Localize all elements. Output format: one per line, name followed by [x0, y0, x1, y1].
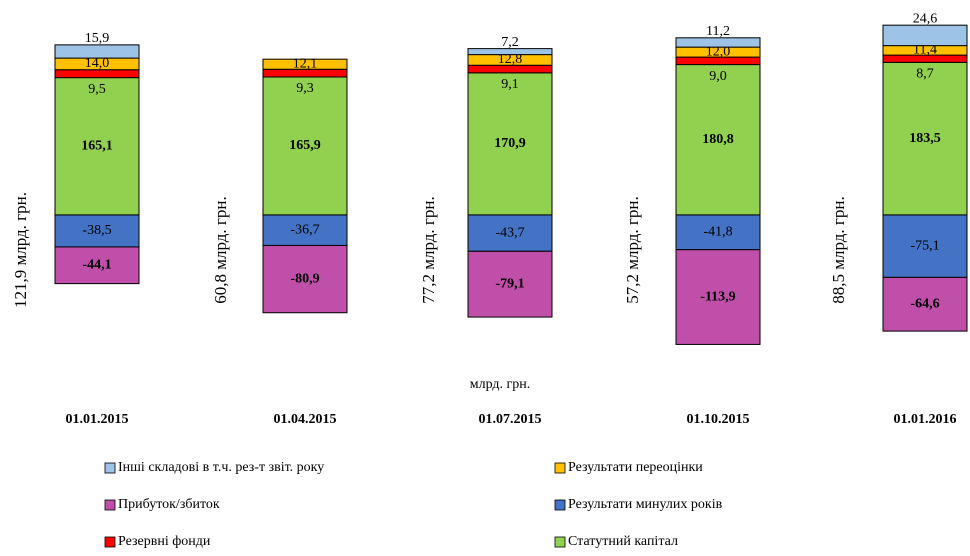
- bar-segment: [467, 48, 553, 56]
- data-label: -44,1: [82, 258, 111, 273]
- data-label: -38,5: [82, 223, 111, 238]
- data-label: 11,2: [706, 24, 730, 39]
- total-label: 60,8 млрд. грн.: [211, 196, 230, 304]
- data-label: 7,2: [501, 35, 519, 50]
- bar-segment: [675, 249, 761, 345]
- data-label: 11,4: [913, 43, 937, 58]
- bar-segment: [467, 214, 553, 252]
- total-label: 121,9 млрд. грн.: [11, 192, 30, 308]
- x-tick-label: 01.01.2016: [894, 412, 957, 427]
- data-label: -36,7: [290, 222, 319, 237]
- bar-segment: [882, 276, 968, 332]
- data-label: 165,1: [81, 139, 113, 154]
- data-label: 9,1: [501, 77, 519, 92]
- data-label: 165,9: [289, 138, 321, 153]
- data-label: -43,7: [495, 225, 524, 240]
- total-label: 77,2 млрд. грн.: [419, 196, 438, 304]
- bar-segment: [467, 250, 553, 318]
- data-label: 15,9: [85, 31, 110, 46]
- data-label: 170,9: [494, 136, 526, 151]
- legend-label: Прибуток/збиток: [118, 497, 220, 512]
- x-tick-label: 01.01.2015: [66, 412, 129, 427]
- data-label: 24,6: [913, 11, 938, 26]
- data-label: 9,0: [709, 69, 727, 84]
- bar-segment: [54, 77, 140, 216]
- x-axis-label: млрд. грн.: [470, 377, 531, 392]
- bar-segment: [54, 246, 140, 285]
- legend-label: Резервні фонди: [118, 534, 211, 549]
- x-tick-label: 01.07.2015: [479, 412, 542, 427]
- legend-label: Результати минулих років: [568, 497, 723, 512]
- bar-segment: [675, 37, 761, 48]
- bar-segment: [262, 214, 348, 246]
- bar-segment: [882, 61, 968, 216]
- total-label: 57,2 млрд. грн.: [623, 196, 642, 304]
- data-label: 180,8: [702, 132, 734, 147]
- legend-swatch: [554, 462, 566, 474]
- bar-segment: [675, 64, 761, 216]
- bar-segment: [882, 214, 968, 278]
- data-label: 9,5: [88, 82, 106, 97]
- legend-swatch: [554, 499, 566, 511]
- data-label: 183,5: [909, 131, 941, 146]
- legend-swatch: [104, 536, 116, 548]
- bar-segment: [262, 244, 348, 314]
- data-label: -41,8: [703, 225, 732, 240]
- legend-label: Результати переоцінки: [568, 460, 703, 475]
- bar-segment: [262, 58, 348, 70]
- bar-segment: [54, 44, 140, 59]
- legend-label: Статутний капітал: [568, 534, 678, 549]
- data-label: 14,0: [85, 56, 110, 71]
- legend-swatch: [554, 536, 566, 548]
- legend-swatch: [104, 462, 116, 474]
- data-label: 12,8: [498, 52, 523, 67]
- bar-segment: [882, 24, 968, 47]
- x-tick-label: 01.10.2015: [687, 412, 750, 427]
- data-label: -64,6: [910, 296, 939, 311]
- data-label: 9,3: [296, 81, 314, 96]
- bar-segment: [467, 72, 553, 216]
- legend-swatch: [104, 499, 116, 511]
- data-label: -113,9: [700, 289, 735, 304]
- bar-segment: [675, 214, 761, 251]
- total-label: 88,5 млрд. грн.: [829, 196, 848, 304]
- data-label: -75,1: [910, 238, 939, 253]
- x-tick-label: 01.04.2015: [274, 412, 337, 427]
- data-label: -79,1: [495, 276, 524, 291]
- data-label: 12,0: [706, 44, 731, 59]
- legend-label: Інші складові в т.ч. рез-т звіт. року: [118, 460, 324, 475]
- data-label: 8,7: [916, 67, 934, 82]
- data-label: -80,9: [290, 271, 319, 286]
- data-label: 12,1: [293, 56, 318, 71]
